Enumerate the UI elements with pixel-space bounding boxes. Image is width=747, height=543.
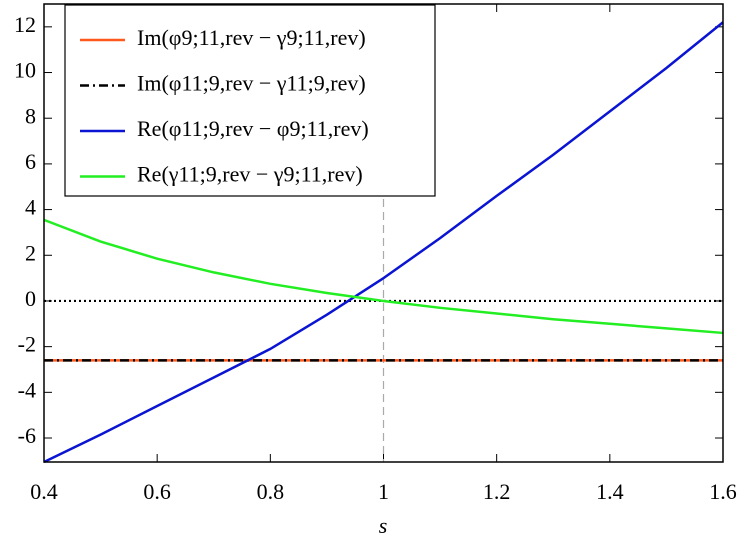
y-tick-label: 6: [25, 149, 36, 174]
y-tick-label: 2: [25, 240, 36, 265]
x-tick-label: 0.8: [257, 479, 285, 504]
x-tick-label: 1.6: [709, 479, 737, 504]
plot-frame: [43, 3, 724, 463]
series-line: [43, 218, 724, 335]
y-tick-label: 8: [25, 103, 36, 128]
y-tick-label: -4: [18, 377, 36, 402]
y-tick-label: -2: [18, 332, 36, 357]
x-tick-label: 1.2: [483, 479, 511, 504]
series-line: [43, 21, 724, 464]
legend-box: [64, 4, 436, 197]
x-tick-label: 0.4: [30, 479, 58, 504]
y-tick-label: 0: [25, 286, 36, 311]
y-tick-label: 10: [14, 58, 36, 83]
x-tick-label: 1: [378, 479, 389, 504]
legend-label: Im(φ9;11,rev − γ9;11,rev): [137, 25, 366, 50]
legend-label: Im(φ11;9,rev − γ11;9,rev): [137, 71, 366, 96]
legend-label: Re(φ11;9,rev − φ9;11,rev): [137, 116, 369, 141]
x-tick-label: 0.6: [143, 479, 171, 504]
x-axis-label: s: [379, 513, 388, 538]
x-tick-label: 1.4: [596, 479, 624, 504]
y-tick-label: 4: [25, 195, 36, 220]
y-tick-label: -6: [18, 423, 36, 448]
y-tick-label: 12: [14, 12, 36, 37]
legend-label: Re(γ11;9,rev − γ9;11,rev): [137, 162, 363, 187]
